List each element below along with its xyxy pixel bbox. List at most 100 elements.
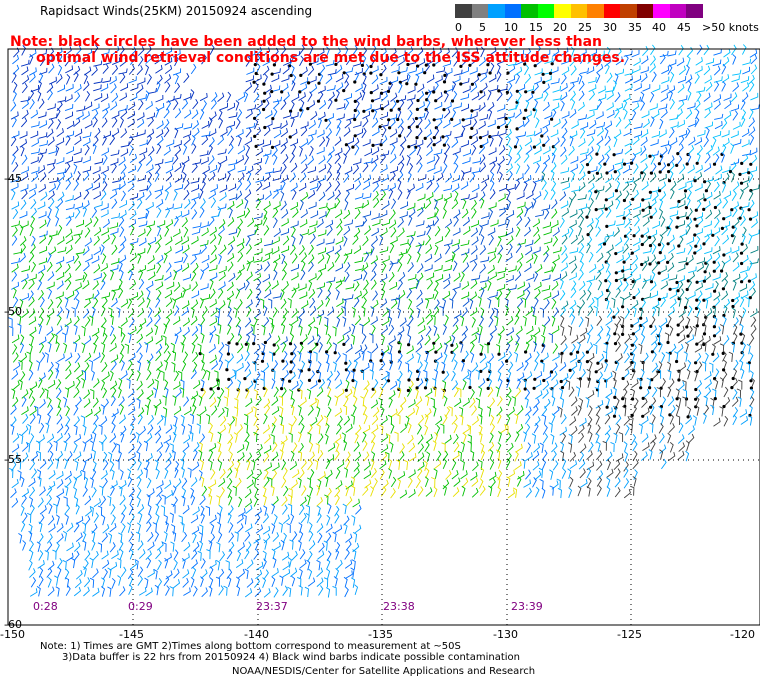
wind-barb — [144, 577, 149, 588]
wind-barb — [732, 206, 738, 218]
wind-barb — [192, 120, 200, 130]
wind-barb — [678, 308, 686, 318]
wind-barb — [531, 433, 536, 444]
contamination-dot — [479, 144, 483, 149]
wind-barb — [218, 219, 226, 229]
wind-barb — [48, 361, 54, 373]
wind-barb — [228, 112, 238, 119]
wind-barb — [541, 449, 548, 461]
wind-barb — [163, 531, 168, 542]
wind-barb — [38, 550, 44, 561]
wind-barb — [128, 452, 136, 461]
wind-barb — [588, 189, 593, 201]
wind-barb — [234, 467, 239, 479]
wind-barb — [541, 459, 547, 470]
wind-barb — [381, 92, 388, 102]
wind-barb — [310, 417, 318, 427]
wind-barb — [445, 173, 453, 183]
contamination-dot — [703, 270, 707, 274]
wind-barb — [199, 92, 208, 102]
colorbar-swatch — [686, 4, 703, 18]
wind-barb — [434, 101, 443, 110]
wind-barb — [65, 405, 70, 417]
wind-barb — [585, 397, 590, 408]
wind-barb — [444, 342, 448, 354]
wind-barb — [255, 147, 264, 157]
wind-barb — [317, 85, 326, 94]
wind-barb — [658, 103, 668, 110]
wind-barb — [89, 557, 94, 569]
wind-barb — [316, 370, 322, 381]
contamination-dot — [630, 161, 634, 165]
wind-barb — [228, 440, 233, 452]
wind-barb — [181, 424, 186, 435]
wind-barb — [290, 272, 299, 281]
wind-barb — [298, 183, 307, 192]
wind-barb — [372, 182, 380, 193]
wind-barb — [452, 244, 460, 254]
wind-barb — [705, 145, 713, 155]
wind-barb — [344, 166, 353, 175]
wind-barb — [218, 359, 224, 371]
wind-barb — [489, 291, 498, 299]
wind-barb — [523, 181, 528, 192]
wind-barb — [498, 155, 505, 166]
wind-barb — [507, 489, 515, 499]
wind-barb — [19, 371, 26, 382]
wind-barb — [209, 354, 217, 364]
wind-barb — [268, 351, 274, 362]
contamination-dot — [432, 143, 436, 147]
wind-barb — [156, 262, 162, 274]
wind-barb — [586, 206, 591, 218]
wind-barb — [325, 532, 332, 543]
wind-barb — [224, 387, 230, 398]
wind-barb — [750, 316, 757, 327]
wind-barb — [307, 166, 317, 174]
wind-barb — [352, 59, 362, 67]
wind-barb — [497, 395, 503, 407]
wind-barb — [543, 245, 550, 256]
wind-barb — [497, 333, 502, 344]
wind-barb — [255, 279, 262, 290]
wind-barb — [742, 149, 752, 157]
wind-barb — [236, 226, 242, 238]
wind-barb — [353, 468, 360, 479]
wind-barb — [586, 242, 591, 254]
wind-barb — [84, 550, 91, 561]
wind-barb — [424, 476, 429, 488]
wind-barb — [719, 343, 725, 354]
wind-barb — [721, 225, 728, 236]
wind-barb — [136, 476, 142, 488]
wind-barb — [192, 98, 199, 110]
wind-barb — [309, 441, 314, 453]
wind-barb — [739, 188, 744, 200]
wind-barb — [621, 396, 627, 407]
wind-barb — [324, 476, 329, 487]
wind-barb — [145, 459, 150, 471]
wind-barb — [742, 58, 752, 66]
wind-barb — [561, 57, 570, 65]
wind-barb — [596, 441, 601, 452]
wind-barb — [74, 233, 81, 244]
wind-barb — [487, 353, 495, 364]
contamination-dot — [596, 379, 600, 384]
wind-barb — [97, 505, 103, 516]
wind-barb — [669, 90, 673, 101]
wind-barb — [390, 100, 397, 111]
wind-barb — [506, 327, 515, 336]
wind-barb — [19, 131, 28, 139]
wind-barb — [191, 270, 197, 282]
wind-barb — [134, 559, 139, 570]
wind-barb — [301, 260, 306, 272]
wind-barb — [656, 387, 661, 398]
wind-barb — [145, 433, 153, 443]
wind-barb — [588, 431, 593, 442]
wind-barb — [192, 566, 197, 578]
wind-barb — [381, 126, 387, 138]
wind-barb — [453, 422, 458, 434]
wind-barb — [597, 209, 604, 220]
wind-barb — [732, 82, 740, 92]
wind-barb — [361, 306, 366, 317]
wind-barb — [85, 408, 93, 418]
wind-barb — [111, 92, 119, 103]
